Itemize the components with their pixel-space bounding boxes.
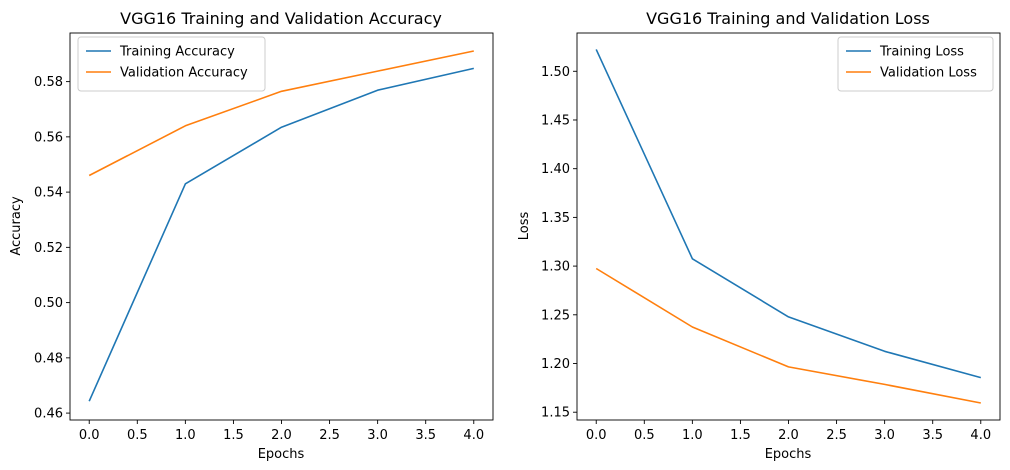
y-tick-label: 0.56 <box>34 130 63 145</box>
x-tick-label: 0.0 <box>586 428 607 443</box>
series-line-1 <box>595 267 981 404</box>
legend: Training Loss Validation Loss <box>837 36 994 92</box>
y-tick-label: 1.20 <box>541 357 570 372</box>
x-tick-label: 3.0 <box>874 428 895 443</box>
y-tick-label: 0.58 <box>34 75 63 90</box>
y-tick-label: 0.46 <box>34 407 63 422</box>
y-tick-label: 1.35 <box>541 211 570 226</box>
x-tick-label: 0.0 <box>79 428 100 443</box>
y-tick-label: 1.30 <box>541 260 570 275</box>
x-tick-label: 1.5 <box>730 428 751 443</box>
y-tick-label: 0.54 <box>34 186 63 201</box>
y-tick-label: 0.52 <box>34 241 63 256</box>
x-axis-label: Epochs <box>258 447 305 462</box>
legend-box <box>77 36 266 92</box>
accuracy-chart: VGG16 Training and Validation Accuracy E… <box>9 9 494 462</box>
legend-entry: Training Accuracy <box>119 45 235 60</box>
legend: Training Accuracy Validation Accuracy <box>77 36 266 92</box>
series-line-1 <box>88 50 474 177</box>
x-tick-label: 0.5 <box>634 428 655 443</box>
x-tick-label: 4.0 <box>463 428 484 443</box>
x-tick-label: 3.0 <box>367 428 388 443</box>
x-tick-label: 4.0 <box>970 428 991 443</box>
y-tick-label: 1.40 <box>541 162 570 177</box>
legend-entry: Validation Loss <box>880 66 977 81</box>
y-tick-label: 1.50 <box>541 65 570 80</box>
legend-box <box>837 36 994 92</box>
x-tick-label: 3.5 <box>415 428 436 443</box>
y-tick-label: 1.15 <box>541 406 570 421</box>
y-tick-label: 1.45 <box>541 113 570 128</box>
legend-entry: Validation Accuracy <box>120 66 248 81</box>
series-line-0 <box>88 67 474 402</box>
x-tick-label: 0.5 <box>127 428 148 443</box>
x-tick-label: 1.0 <box>175 428 196 443</box>
x-tick-label: 2.0 <box>778 428 799 443</box>
chart-title: VGG16 Training and Validation Loss <box>646 9 930 28</box>
series-line-0 <box>595 49 982 379</box>
x-tick-label: 1.5 <box>223 428 244 443</box>
y-axis-label: Loss <box>517 212 532 241</box>
y-tick-label: 0.50 <box>34 296 63 311</box>
x-tick-label: 2.5 <box>319 428 340 443</box>
y-axis-label: Accuracy <box>9 196 24 256</box>
x-tick-label: 2.5 <box>826 428 847 443</box>
x-tick-label: 3.5 <box>922 428 943 443</box>
y-tick-label: 0.48 <box>34 351 63 366</box>
x-tick-label: 1.0 <box>682 428 703 443</box>
loss-chart: VGG16 Training and Validation Loss Epoch… <box>517 9 1001 462</box>
x-axis-label: Epochs <box>765 447 812 462</box>
chart-title: VGG16 Training and Validation Accuracy <box>120 9 442 28</box>
legend-entry: Training Loss <box>879 45 964 60</box>
y-tick-label: 1.25 <box>541 308 570 323</box>
x-tick-label: 2.0 <box>271 428 292 443</box>
